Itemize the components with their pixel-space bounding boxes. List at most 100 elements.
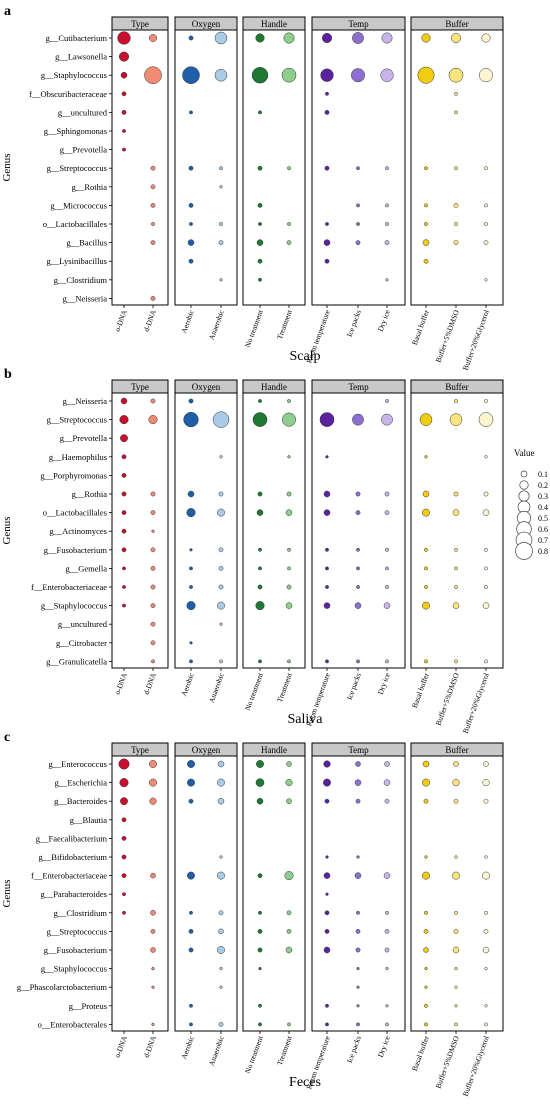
x-tick-label-treatment: Treatment xyxy=(275,308,294,341)
bubble-g-fusobacterium-buffer-20-glycerol xyxy=(484,547,488,552)
bubble-g-streptococcus-anaerobic xyxy=(218,928,224,935)
bubble-g-cutibacterium-aerobic xyxy=(188,35,194,41)
bubble-g-enterococcus-treatment xyxy=(286,761,292,767)
bubble-g-bifidobacterium-anaerobic xyxy=(219,855,223,859)
bubble-g-staphylococcus-basal-buffer xyxy=(417,66,435,84)
bubble-g-fusobacterium-buffer-5-dmso xyxy=(454,547,458,552)
bubble-g-gemella-no-treatment xyxy=(258,566,262,571)
bubble-g-streptococcus-aerobic xyxy=(188,929,194,934)
genus-label-g-clostridium: g__Clostridium xyxy=(54,908,108,918)
bubble-g-clostridium-room-temperature xyxy=(324,910,330,916)
facet-strip-temp xyxy=(311,379,406,394)
legend-value: 0.5 xyxy=(538,514,548,523)
bubble-g-rothia-d-dna xyxy=(150,184,156,190)
genus-label-g-faecalibacterium: g__Faecalibacterium xyxy=(36,833,108,843)
bubble-g-faecalibacterium-o-dna xyxy=(121,836,127,841)
bubble-g-enterococcus-basal-buffer xyxy=(422,760,430,768)
bubble-g-staphylococcus-buffer-20-glycerol xyxy=(484,967,488,971)
x-tick-label-basal-buffer: Basal buffer xyxy=(410,671,431,709)
bubble-g-staphylococcus-aerobic xyxy=(186,601,196,611)
genus-label-g-bacteroides: g__Bacteroides xyxy=(54,796,107,806)
bubble-g-porphyromonas-o-dna xyxy=(121,473,127,478)
facet-label-buffer: Buffer xyxy=(445,382,468,392)
bubble-o-lactobacillales-aerobic xyxy=(186,508,196,518)
bubble-g-neisseria-no-treatment xyxy=(258,399,262,403)
bubble-g-staphylococcus-no-treatment xyxy=(255,601,265,611)
bubble-g-gemella-buffer-5-dmso xyxy=(454,566,458,571)
facet-strip-buffer xyxy=(410,16,504,31)
bubble-o-lactobacillales-room-temperature xyxy=(325,222,329,226)
bubble-g-lysinibacillus-room-temperature xyxy=(324,258,330,264)
genus-label-g-staphylococcus: g__Staphylococcus xyxy=(41,70,107,80)
bubble-g-bacteroides-no-treatment xyxy=(256,797,264,805)
facet-label-handle: Handle xyxy=(261,382,287,392)
bubble-f-enterobacteriaceae-no-treatment xyxy=(257,873,263,878)
bubble-g-actinomyces-o-dna xyxy=(121,528,127,534)
bubble-g-gemella-ice-packs xyxy=(356,566,360,571)
bubble-g-lysinibacillus-basal-buffer xyxy=(423,258,429,264)
x-tick-label-o-dna: o-DNA xyxy=(113,308,129,333)
bubble-f-enterobacteriaceae-room-temperature xyxy=(323,872,331,879)
bubble-f-enterobacteriaceae-treatment xyxy=(286,584,292,590)
bubble-g-staphylococcus-anaerobic xyxy=(214,68,228,82)
bubble-g-streptococcus-d-dna xyxy=(150,165,156,171)
bubble-g-fusobacterium-no-treatment xyxy=(258,547,262,552)
bubble-f-enterobacteriaceae-anaerobic xyxy=(217,871,225,880)
bubble-g-granulicatella-no-treatment xyxy=(258,659,262,664)
bubble-f-enterobacteriaceae-o-dna xyxy=(122,585,126,589)
bubble-g-proteus-ice-packs xyxy=(356,1004,360,1008)
bubble-o-lactobacillales-basal-buffer xyxy=(422,508,430,517)
genus-label-g-haemophilus: g__Haemophilus xyxy=(49,452,107,462)
bubble-g-fusobacterium-d-dna xyxy=(150,547,156,553)
bubble-g-cutibacterium-basal-buffer xyxy=(421,33,431,43)
facet-frame-oxygen xyxy=(174,755,238,1032)
bubble-g-granulicatella-treatment xyxy=(287,659,291,664)
bubble-g-enterococcus-aerobic xyxy=(187,760,195,768)
bubble-g-cutibacterium-dry-ice xyxy=(381,32,393,44)
x-tick-label-aerobic: Aerobic xyxy=(179,1034,196,1060)
genus-label-g-neisseria: g__Neisseria xyxy=(63,396,108,406)
bubble-g-granulicatella-d-dna xyxy=(151,659,155,664)
bubble-o-lactobacillales-buffer-5-dmso xyxy=(454,222,458,226)
bubble-g-fusobacterium-treatment xyxy=(287,547,291,552)
bubble-g-phascolarctobacterium-ice-packs xyxy=(356,985,360,989)
bubble-g-neisseria-o-dna xyxy=(120,397,128,405)
bubble-g-staphylococcus-o-dna xyxy=(122,603,126,608)
x-tick-label-no-treatment: No treatment xyxy=(243,671,265,712)
bubble-g-staphylococcus-buffer-5-dmso xyxy=(454,967,458,971)
bubble-g-staphylococcus-basal-buffer xyxy=(422,601,430,610)
bubble-g-escherichia-room-temperature xyxy=(323,778,331,787)
bubble-g-streptococcus-basal-buffer xyxy=(419,413,433,426)
bubble-g-staphylococcus-aerobic xyxy=(182,66,200,84)
bubble-g-enterococcus-ice-packs xyxy=(355,761,361,767)
legend-bubble-0-1 xyxy=(520,470,528,478)
bubble-g-granulicatella-aerobic xyxy=(189,659,193,664)
bubble-g-uncultured-aerobic xyxy=(189,110,193,115)
x-tick-label-anaerobic: Anaerobic xyxy=(207,308,226,341)
bubble-g-prevotella-o-dna xyxy=(120,434,128,443)
bubble-g-streptococcus-room-temperature xyxy=(319,412,335,427)
bubble-g-gemella-buffer-20-glycerol xyxy=(484,566,488,571)
bubble-o-enterobacterales-ice-packs xyxy=(356,1022,360,1027)
facet-label-temp: Temp xyxy=(348,745,369,755)
facet-label-handle: Handle xyxy=(261,745,287,755)
bubble-g-clostridium-no-treatment xyxy=(258,910,262,915)
bubble-g-lysinibacillus-no-treatment xyxy=(257,258,263,264)
bubble-g-staphylococcus-buffer-5-dmso xyxy=(448,67,464,83)
x-tick-label-treatment: Treatment xyxy=(275,1034,294,1067)
legend-bubble-0-2 xyxy=(519,480,529,490)
bubble-g-haemophilus-buffer-20-glycerol xyxy=(484,455,488,459)
panel-title-feces: Feces xyxy=(289,1075,321,1090)
facet-strip-type xyxy=(111,742,169,757)
facet-frame-handle xyxy=(242,392,306,669)
bubble-g-streptococcus-dry-ice xyxy=(384,929,390,934)
bubble-g-neisseria-d-dna xyxy=(150,296,156,301)
legend-value: 0.3 xyxy=(538,492,548,501)
bubble-g-proteus-buffer-20-glycerol xyxy=(484,1004,488,1008)
bubble-g-streptococcus-anaerobic xyxy=(212,411,230,428)
genus-label-g-bacillus: g__Bacillus xyxy=(66,238,107,248)
bubble-g-streptococcus-d-dna xyxy=(148,415,158,425)
bubble-f-enterobacteriaceae-buffer-20-glycerol xyxy=(482,871,490,880)
genus-label-g-uncultured: g__uncultured xyxy=(58,619,108,629)
bubble-f-enterobacteriaceae-d-dna xyxy=(150,872,156,879)
